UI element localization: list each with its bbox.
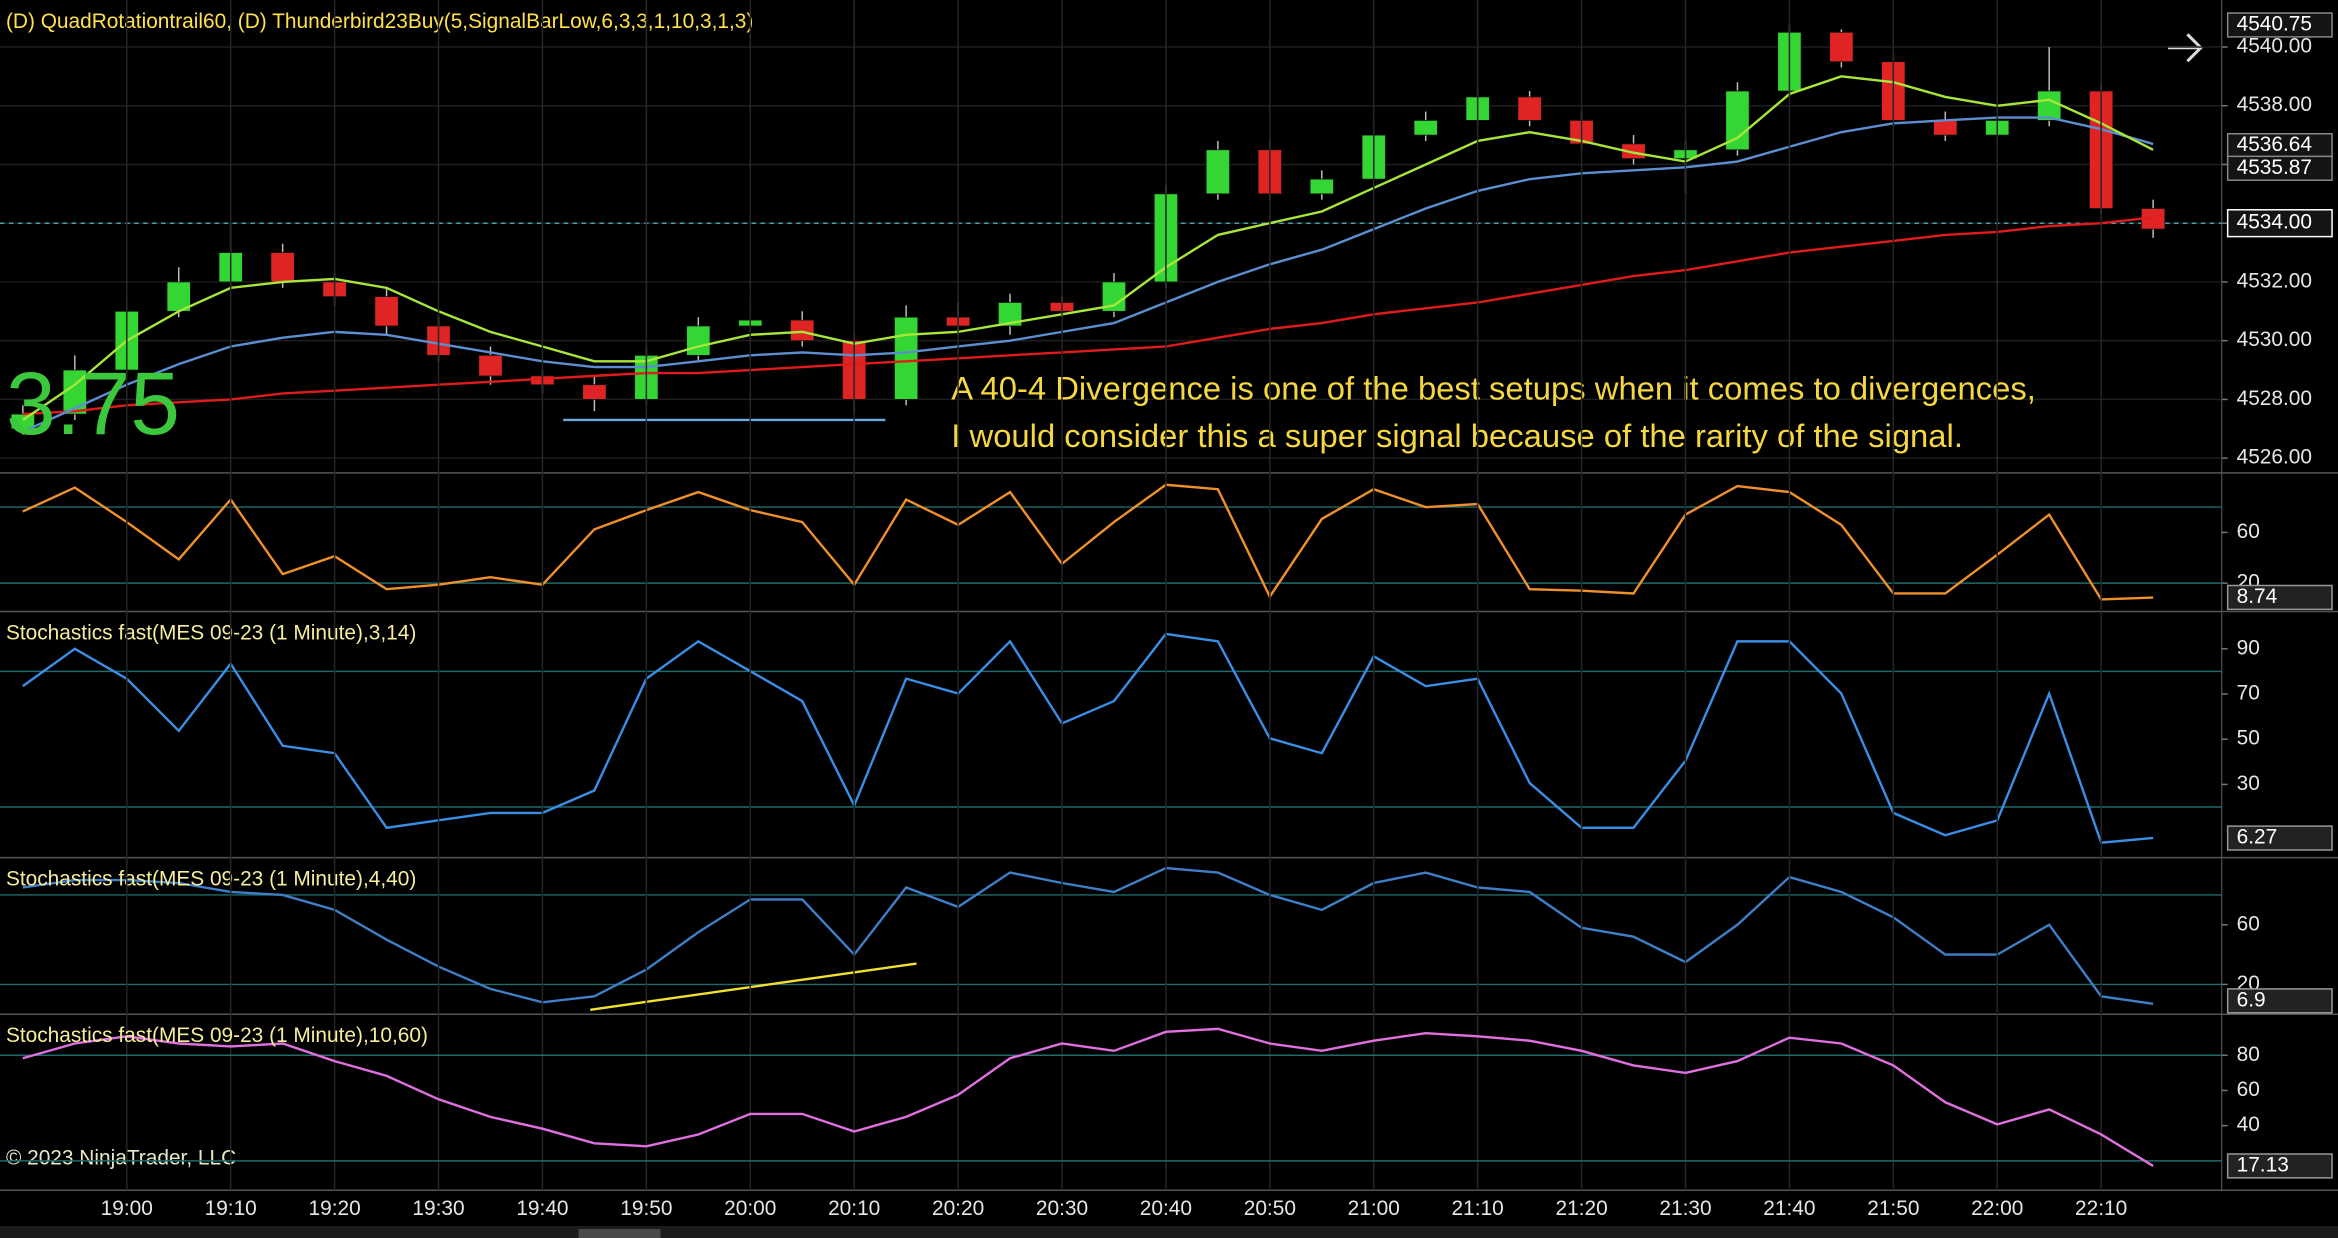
- value-marker-label: 17.13: [2237, 1153, 2289, 1176]
- value-marker-label: 6.9: [2237, 988, 2266, 1011]
- value-marker-label: 8.74: [2237, 585, 2278, 608]
- x-tick-label: 21:10: [1452, 1197, 1504, 1220]
- x-tick-label: 19:20: [309, 1197, 361, 1220]
- series-line: [22, 216, 2154, 416]
- candle-body: [374, 296, 399, 327]
- y-tick-label: 70: [2237, 682, 2260, 705]
- copyright: © 2023 NinjaTrader, LLC: [6, 1146, 236, 1169]
- y-tick-label: 60: [2237, 912, 2260, 935]
- candle-body: [1829, 31, 1854, 63]
- price-marker-label: 4535.87: [2237, 156, 2312, 179]
- price-marker-label: 4536.64: [2237, 133, 2312, 156]
- value-marker-box: [2226, 988, 2333, 1014]
- candle-body: [2037, 90, 2062, 121]
- candle-body: [582, 384, 607, 400]
- x-tick-label: 21:30: [1659, 1197, 1711, 1220]
- x-tick-label: 21:00: [1348, 1197, 1400, 1220]
- annotation: I would consider this a super signal bec…: [951, 417, 1963, 454]
- y-tick-label: 80: [2237, 1043, 2260, 1066]
- x-tick-label: 19:50: [620, 1197, 672, 1220]
- candle-body: [1725, 90, 1750, 151]
- price-marker-label: 4540.75: [2237, 12, 2312, 35]
- current-price-box: [2226, 209, 2333, 238]
- y-tick-label: 4538.00: [2237, 93, 2312, 116]
- y-tick-label: 4526.00: [2237, 446, 2312, 469]
- y-tick-label: 60: [2237, 520, 2260, 543]
- series-line: [22, 1027, 2154, 1167]
- y-tick-label: 4532.00: [2237, 269, 2312, 292]
- candle-body: [790, 319, 815, 342]
- series-line: [22, 632, 2154, 845]
- x-tick-label: 22:00: [1971, 1197, 2023, 1220]
- x-tick-label: 19:40: [516, 1197, 568, 1220]
- candle-body: [686, 325, 711, 356]
- price-marker-box: [2226, 12, 2333, 38]
- x-tick-label: 20:00: [724, 1197, 776, 1220]
- y-tick-label: 4540.00: [2237, 35, 2312, 58]
- panel-title: Stochastics fast(MES 09-23 (1 Minute),3,…: [6, 621, 416, 644]
- candle-body: [1413, 120, 1438, 136]
- x-tick-label: 21:50: [1867, 1197, 1919, 1220]
- x-tick-label: 19:00: [101, 1197, 153, 1220]
- value-marker-box: [2226, 584, 2333, 611]
- y-tick-label: 50: [2237, 727, 2260, 750]
- y-tick-label: 30: [2237, 772, 2260, 795]
- scroll-thumb[interactable]: [578, 1229, 661, 1238]
- panel-title: Stochastics fast(MES 09-23 (1 Minute),10…: [6, 1024, 428, 1047]
- x-tick-label: 21:20: [1555, 1197, 1607, 1220]
- value-marker-box: [2226, 825, 2333, 851]
- x-tick-label: 20:20: [932, 1197, 984, 1220]
- price-marker-box: [2226, 155, 2333, 181]
- candle-body: [478, 354, 503, 377]
- y-tick-label: 40: [2237, 1113, 2260, 1136]
- candle-body: [1205, 149, 1230, 195]
- x-tick-label: 20:40: [1140, 1197, 1192, 1220]
- scrollbar[interactable]: [0, 1226, 2338, 1238]
- chart-title: (D) QuadRotationtrail60, (D) Thunderbird…: [6, 10, 753, 33]
- candle-body: [894, 316, 919, 400]
- overlay-text: 3.75: [6, 353, 180, 453]
- series-line: [22, 483, 2154, 601]
- y-tick-label: 90: [2237, 636, 2260, 659]
- x-tick-label: 20:10: [828, 1197, 880, 1220]
- annotation: A 40-4 Divergence is one of the best set…: [951, 369, 2036, 406]
- series-line: [22, 116, 2154, 433]
- x-tick-label: 20:30: [1036, 1197, 1088, 1220]
- series-line: [22, 75, 2154, 422]
- candle-body: [997, 302, 1023, 327]
- value-marker-box: [2226, 1153, 2333, 1179]
- current-price-label: 4534.00: [2237, 211, 2312, 234]
- series-line: [22, 866, 2154, 1006]
- y-tick-label: 4530.00: [2237, 328, 2312, 351]
- drawn-line: [590, 962, 917, 1011]
- y-tick-label: 60: [2237, 1078, 2260, 1101]
- x-tick-label: 19:30: [412, 1197, 464, 1220]
- candle-body: [270, 252, 295, 283]
- candle-body: [1309, 178, 1334, 195]
- panel-title: Stochastics fast(MES 09-23 (1 Minute),4,…: [6, 868, 416, 891]
- x-tick-label: 21:40: [1763, 1197, 1815, 1220]
- x-tick-label: 20:50: [1244, 1197, 1296, 1220]
- candle-body: [1933, 120, 1958, 136]
- candle-body: [1517, 96, 1542, 121]
- x-tick-label: 19:10: [205, 1197, 257, 1220]
- x-tick-label: 22:10: [2075, 1197, 2127, 1220]
- y-tick-label: 4528.00: [2237, 387, 2312, 410]
- value-marker-label: 6.27: [2237, 826, 2278, 849]
